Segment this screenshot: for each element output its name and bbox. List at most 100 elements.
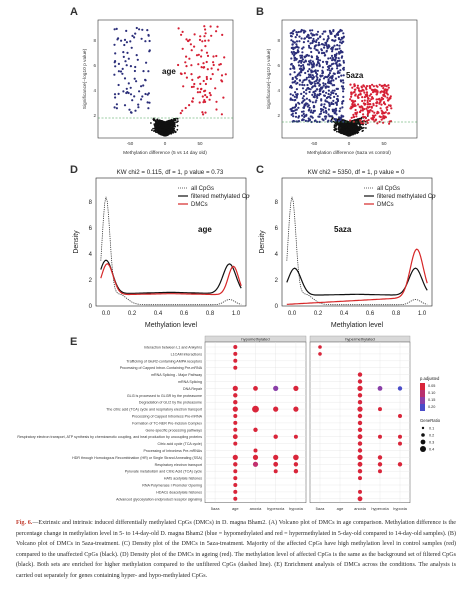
hyper-point [365,95,368,98]
hypo-point [319,89,322,92]
hypo-point [318,84,321,87]
ns-point [163,129,165,132]
hypo-point [330,91,333,94]
hypo-point [319,107,323,111]
ns-point [338,122,340,125]
hyper-point [209,94,212,97]
density-c-curves [286,196,428,306]
hypo-point [290,107,293,110]
condition-label: hypoxia [393,506,408,511]
ns-point [354,132,356,135]
hypo-point [337,119,340,123]
enrichment-dot [318,352,322,356]
ns-point [157,127,160,130]
ns-point [342,127,345,129]
hypo-point [322,38,325,41]
hypo-point [340,50,344,53]
hyper-point [197,63,200,66]
ns-point [360,127,363,129]
hypo-point [290,46,293,50]
hypo-point [298,59,301,63]
enrichment-dot [357,454,363,460]
hypo-point [306,70,310,73]
hypo-point [298,67,301,70]
pathway-label: Processing of Intronless Pre-mRNAs [143,449,202,453]
enrichment-dot [357,496,363,502]
hyper-point [204,32,207,35]
enrichment-dot [273,385,279,391]
ns-point [158,125,161,128]
enrichment-dot [233,469,238,474]
hypo-point [295,58,298,61]
hyper-point [187,39,190,43]
hypo-point [320,52,324,55]
hypo-point [302,41,305,44]
volcano-plot-age: age 2 4 6 8 -50 0 50 Methylation differe… [82,19,234,156]
hypo-point [114,96,117,99]
ns-point [334,125,337,127]
hyper-point [204,45,207,48]
pathway-label: Gene-specific processing pathways [145,428,202,432]
hyper-point [351,86,354,89]
hypo-point [338,44,341,47]
hypo-point [316,33,319,36]
hyper-point [180,33,183,36]
hypo-point [318,43,321,46]
hyper-point [366,96,370,100]
density-c-ytick: 0 [275,304,279,310]
hypo-point [338,71,341,74]
hyper-point [363,85,366,88]
ns-point [358,129,361,132]
hyper-point [205,96,209,99]
hypo-point [329,31,332,34]
hypo-point [294,46,297,49]
hypo-point [295,103,298,106]
hyper-point [366,99,369,102]
hyper-point [353,115,356,119]
hypo-point [308,118,311,121]
hyper-point [220,74,224,77]
hyper-point [196,91,199,94]
enrichment-dot [378,407,382,412]
hypo-point [128,108,131,111]
enrichment-dot [273,469,278,474]
hypo-point [339,41,342,44]
hyper-point [375,93,378,96]
hypo-point [133,77,136,80]
hyper-point [388,112,391,115]
hypo-point [329,57,332,60]
hyper-point [205,75,208,79]
hypo-point [323,94,326,97]
ns-point [341,132,343,134]
hypo-point [313,80,316,83]
density-plot-age: KW chi2 = 0.115, df = 1, p value = 0.73 … [73,169,250,329]
ns-point [334,128,337,131]
hyper-point [354,108,357,112]
hypo-point [332,30,335,33]
ns-point [333,124,336,126]
ns-point [164,132,167,135]
legend-padj-swatch [420,383,425,390]
hypo-point [292,48,295,51]
hyper-point [190,64,193,67]
hypo-point [123,38,127,41]
hypo-point [302,29,305,32]
hypo-point [297,30,300,34]
hypo-point [125,87,128,90]
hypo-point [333,34,336,38]
pathway-label: Pyruvate metabolism and Citric Acid (TCA… [125,470,202,474]
ns-point [352,131,355,133]
hypo-point [117,37,120,40]
enrichment-dot [357,441,363,446]
hypo-point [291,76,294,80]
pathway-label: Trafficking of GluR2-containing AMPA rec… [126,359,202,363]
ns-point [165,129,167,132]
hypo-point [124,60,127,63]
ns-point [332,120,335,123]
hypo-point [291,32,295,35]
hypo-point [320,98,323,101]
ns-point [170,128,173,130]
hyper-point [185,76,188,79]
hyper-point [384,111,387,114]
hypo-point [292,30,295,33]
